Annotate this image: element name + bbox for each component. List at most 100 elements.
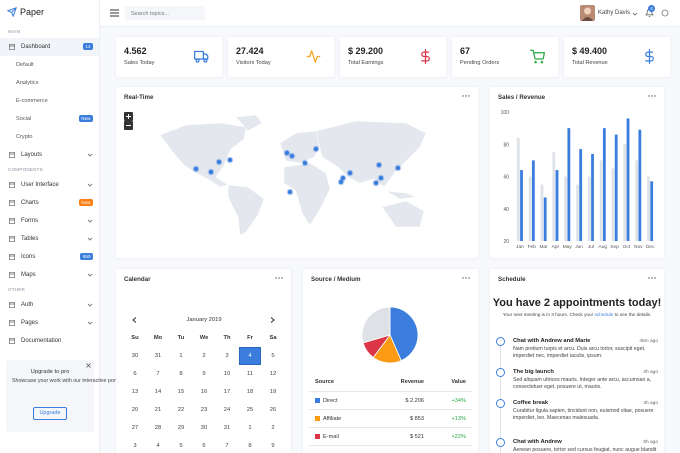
nav-item[interactable]: Tables [0,230,99,248]
bar [564,176,568,241]
event-text: Nam pretium turpis et arcu. Duis arcu to… [513,346,646,359]
calendar-day[interactable]: 6 [133,371,137,377]
search-box[interactable] [125,6,205,20]
schedule-link[interactable]: schedule [594,312,614,317]
nav-icon-path [9,302,15,308]
calendar-day[interactable]: 21 [154,407,162,413]
nav-item[interactable]: User Interface [0,176,99,194]
x-tick-label: Nov [634,244,643,250]
nav-item[interactable]: Forms [0,212,99,230]
calendar-day[interactable]: 18 [246,389,254,395]
calendar-day[interactable]: 1 [248,425,252,431]
nav-item[interactable]: Auth [0,296,99,314]
calendar-day[interactable]: 31 [154,353,162,359]
settings-icon[interactable] [661,9,669,17]
selected-day[interactable] [239,347,261,365]
chevron-path [87,183,93,187]
chevron-path [87,321,93,325]
calendar-day[interactable]: 14 [154,389,162,395]
close-path [86,363,91,368]
nav-item[interactable]: Maps [0,266,99,284]
calendar-day[interactable]: 24 [223,407,231,413]
card-menu[interactable] [462,95,470,97]
timeline-dot [496,368,505,377]
nav-sublabel: Analytics [16,79,39,86]
calendar-day[interactable]: 27 [131,425,139,431]
calendar-day[interactable]: 20 [131,407,139,413]
calendar-day[interactable]: 17 [223,389,231,395]
calendar-day[interactable]: 7 [156,371,160,377]
chevron [87,273,93,277]
nav-item[interactable]: Pages [0,314,99,332]
nav-item[interactable]: Charts New [0,194,99,212]
calendar-day[interactable]: 3 [133,443,137,449]
calendar-day[interactable]: 8 [248,443,252,449]
avatar[interactable] [580,5,595,21]
calendar-day[interactable]: 31 [223,425,231,431]
calendar-day[interactable]: 28 [154,425,162,431]
continent [235,114,263,132]
nav-subitem[interactable]: Default [0,56,99,74]
stat-icon-path [645,49,654,64]
card-menu[interactable] [462,277,470,279]
x-tick-label: Jan [516,244,524,250]
calendar-day[interactable]: 10 [223,371,231,377]
calendar-day[interactable]: 9 [202,371,206,377]
calendar-day[interactable]: 1 [179,353,183,359]
calendar-day[interactable]: 7 [225,443,229,449]
zoom-button[interactable] [124,121,133,130]
zoom-button[interactable] [124,112,133,121]
menu-toggle[interactable] [110,9,119,17]
calendar-day[interactable]: 4 [156,443,160,449]
calendar-day[interactable]: 4 [248,353,252,359]
pie-slice [361,306,391,344]
calendar-day[interactable]: 3 [225,353,229,359]
timeline-line [500,341,501,453]
calendar-day[interactable]: 19 [269,389,277,395]
calendar-day[interactable]: 9 [271,443,275,449]
calendar-day[interactable]: 13 [131,389,139,395]
upgrade-box: Upgrade to pro Showcase your work with ou… [6,360,183,432]
schedule-card: Schedule You have 2 appointments today! Yo… [490,269,664,453]
calendar-nav[interactable] [132,317,137,323]
calendar-day[interactable]: 29 [177,425,185,431]
nav-item[interactable]: Icons 650 [0,248,99,266]
card-menu[interactable] [648,95,656,97]
nav-subitem[interactable]: Crypto [0,128,99,146]
calendar-nav[interactable] [270,317,275,323]
nav-item[interactable]: Documentation [0,332,99,350]
calendar-day[interactable]: 6 [202,443,206,449]
user-name[interactable]: Kathy Davis [598,10,631,16]
calendar-day[interactable]: 5 [179,443,183,449]
upgrade-button[interactable]: Upgrade [33,407,67,420]
calendar-day[interactable]: 2 [202,353,206,359]
calendar-day[interactable]: 23 [200,407,208,413]
stat-value: $ 49.400 [572,46,608,56]
calendar-day[interactable]: 30 [131,353,139,359]
calendar-day[interactable]: 30 [200,425,208,431]
brand[interactable]: Paper [20,7,45,17]
calendar-day[interactable]: 22 [177,407,185,413]
nav-item[interactable]: Dashboard 14 [0,38,99,56]
calendar-day[interactable]: 12 [269,371,277,377]
nav-subitem[interactable]: E-commerce [0,92,99,110]
calendar-day[interactable]: 8 [179,371,183,377]
source-revenue: $ 521 [410,434,424,440]
dot [275,277,277,279]
card-menu[interactable] [275,277,283,279]
calendar-day[interactable]: 2 [271,425,275,431]
close-upgrade[interactable] [86,363,91,368]
calendar-day[interactable]: 5 [271,353,275,359]
calendar-day[interactable]: 16 [200,389,208,395]
source-swatch [315,398,320,403]
x-tick-label: May [563,244,573,250]
calendar-day[interactable]: 26 [269,407,277,413]
nav-subitem[interactable]: Social New [0,110,99,128]
calendar-day[interactable]: 11 [246,371,254,377]
nav-subitem[interactable]: Analytics [0,74,99,92]
card-menu[interactable] [648,277,656,279]
calendar-day[interactable]: 15 [177,389,185,395]
chevron-path [632,12,638,16]
calendar-day[interactable]: 25 [246,407,254,413]
nav-item[interactable]: Layouts [0,146,99,164]
